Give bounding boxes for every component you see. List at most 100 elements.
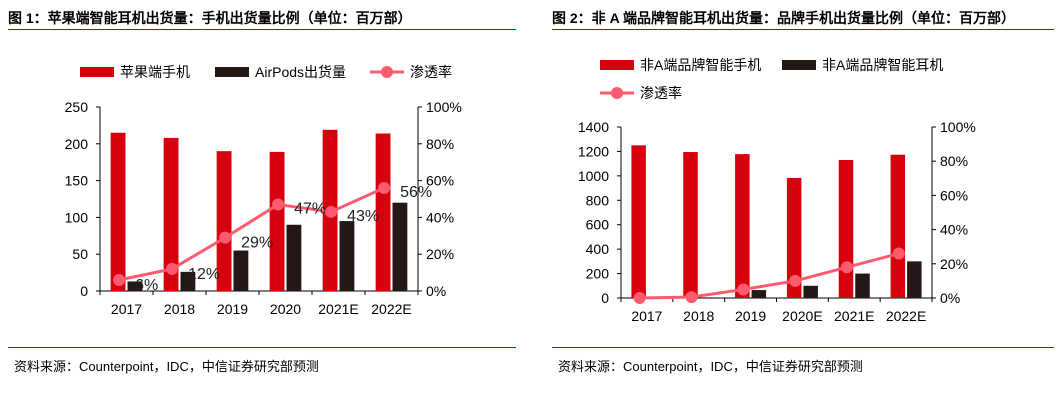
penetration-line (118, 186, 385, 282)
penetration-point (325, 205, 338, 218)
bar-series2 (392, 202, 408, 291)
y2-tick-label: 0% (940, 290, 960, 306)
bar-series1 (269, 151, 285, 291)
penetration-point (789, 274, 802, 287)
x-tick-label: 2019 (217, 301, 248, 317)
x-tick-label: 2022E (886, 308, 926, 324)
x-tick-label: 2020 (270, 301, 301, 317)
bar-series1 (890, 154, 906, 298)
chart1-title: 图 1：苹果端智能耳机出货量：手机出货量比例（单位：百万部） (8, 10, 412, 26)
x-tick-label: 2017 (111, 301, 142, 317)
y2-tick-label: 80% (940, 153, 968, 169)
bar-series1 (838, 159, 854, 298)
penetration-point (892, 247, 905, 260)
data-label: 6% (135, 277, 158, 294)
chart2-title: 图 2：非 A 端品牌智能耳机出货量：品牌手机出货量比例（单位：百万部） (552, 10, 1016, 26)
legend-label: 渗透率 (410, 64, 452, 80)
legend-label: 渗透率 (640, 85, 682, 101)
chart1-source: 资料来源：Counterpoint，IDC，中信证券研究部预测 (14, 359, 319, 374)
legend-marker (611, 87, 623, 99)
bar-series2 (751, 290, 767, 298)
bar-series2 (855, 273, 870, 298)
penetration-point (272, 198, 285, 211)
bar-series2 (339, 221, 355, 291)
y2-tick-label: 40% (940, 222, 968, 238)
penetration-point (633, 292, 646, 304)
legend-label: 苹果端手机 (120, 64, 190, 80)
x-tick-label: 2020E (782, 308, 822, 324)
x-tick-label: 2021E (318, 301, 358, 317)
x-tick-label: 2019 (735, 308, 766, 324)
x-tick-label: 2017 (631, 308, 662, 324)
y2-tick-label: 80% (426, 136, 454, 152)
bar-series2 (286, 224, 302, 291)
bar-series1 (375, 133, 391, 291)
y2-tick-label: 20% (426, 246, 454, 262)
penetration-point (113, 273, 126, 286)
bar-series1 (735, 154, 750, 298)
legend-label: 非A端品牌智能耳机 (822, 57, 943, 73)
bar-series1 (683, 152, 698, 298)
y-tick-label: 200 (586, 266, 610, 282)
penetration-point (685, 291, 698, 304)
penetration-point (737, 283, 750, 296)
y2-tick-label: 100% (940, 119, 976, 135)
source-rule-2 (552, 347, 1054, 348)
chart2-source: 资料来源：Counterpoint，IDC，中信证券研究部预测 (558, 359, 863, 374)
penetration-point (166, 262, 179, 275)
legend-swatch (80, 67, 114, 77)
y-tick-label: 100 (65, 209, 89, 225)
legend-swatch (782, 60, 816, 70)
bar-series1 (631, 145, 646, 298)
x-tick-label: 2021E (834, 308, 874, 324)
data-label: 56% (400, 184, 432, 201)
legend-label: 非A端品牌智能手机 (640, 57, 761, 73)
bar-series2 (127, 281, 143, 291)
penetration-line (639, 252, 900, 300)
y2-tick-label: 20% (940, 256, 968, 272)
source-rule-1 (8, 347, 516, 348)
bar-series2 (180, 271, 196, 291)
y-tick-label: 50 (72, 246, 88, 262)
legend-marker (381, 66, 393, 78)
penetration-point (219, 231, 232, 244)
title-rule-1 (8, 29, 516, 30)
y-tick-label: 250 (65, 99, 89, 115)
penetration-point (378, 181, 391, 194)
y2-tick-label: 60% (426, 173, 454, 189)
y2-tick-label: 40% (426, 209, 454, 225)
bar-series2 (699, 297, 715, 298)
x-tick-label: 2018 (164, 301, 195, 317)
y2-tick-label: 60% (940, 187, 968, 203)
y2-tick-label: 100% (426, 99, 462, 115)
bar-series1 (163, 137, 179, 291)
bar-series1 (216, 151, 232, 291)
bar-series2 (907, 261, 922, 298)
bar-series2 (233, 250, 249, 291)
bar-series1 (786, 177, 802, 298)
bar-series2 (803, 285, 818, 298)
data-label: 12% (188, 266, 220, 283)
y-tick-label: 0 (601, 290, 609, 306)
legend-swatch (600, 60, 634, 70)
x-tick-label: 2018 (683, 308, 714, 324)
y2-tick-label: 0% (426, 283, 446, 299)
y-tick-label: 800 (586, 192, 610, 208)
data-label: 43% (347, 208, 379, 225)
y-tick-label: 400 (586, 241, 610, 257)
y-tick-label: 150 (65, 173, 89, 189)
y-tick-label: 0 (80, 283, 88, 299)
data-label: 47% (294, 201, 326, 218)
y-tick-label: 600 (586, 217, 610, 233)
title-rule-2 (552, 29, 1054, 30)
y-tick-label: 1200 (578, 143, 609, 159)
bar-series1 (110, 132, 126, 291)
y-tick-label: 1400 (578, 119, 609, 135)
y-tick-label: 200 (65, 136, 89, 152)
x-tick-label: 2022E (371, 301, 411, 317)
legend-swatch (215, 67, 249, 77)
penetration-point (840, 261, 853, 274)
y-tick-label: 1000 (578, 168, 609, 184)
data-label: 29% (241, 235, 273, 252)
